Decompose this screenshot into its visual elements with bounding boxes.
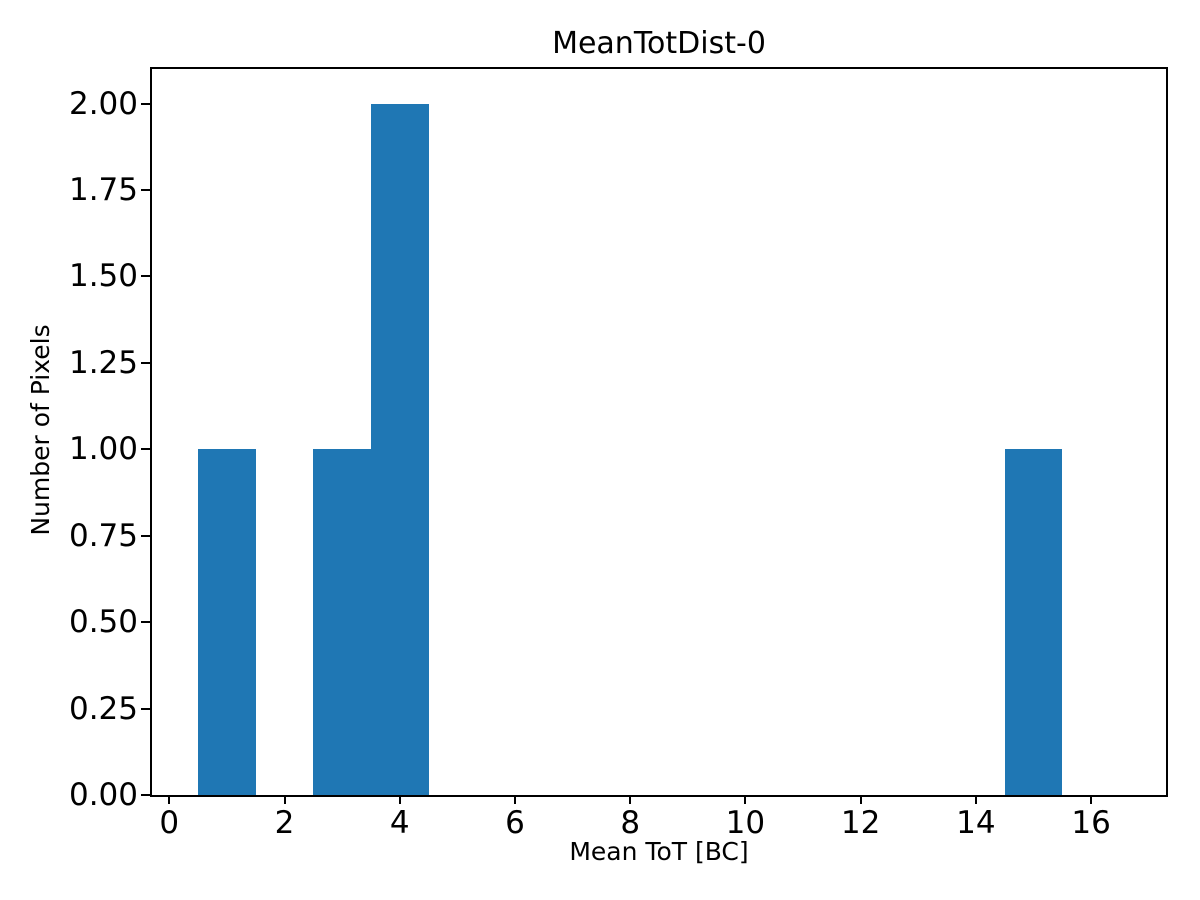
y-tick-mark <box>141 534 150 537</box>
y-tick-label: 2.00 <box>68 85 138 122</box>
y-tick-mark <box>141 448 150 451</box>
y-tick-label: 1.00 <box>68 431 138 468</box>
x-tick-label: 4 <box>389 805 410 841</box>
y-tick-mark <box>141 621 150 624</box>
y-tick-label: 1.25 <box>68 344 138 381</box>
y-tick-mark <box>141 102 150 105</box>
x-tick-label: 12 <box>840 805 881 841</box>
y-tick-mark <box>141 275 150 278</box>
y-tick-mark <box>141 361 150 364</box>
plot-area <box>150 67 1168 797</box>
histogram-bar <box>370 103 429 795</box>
y-tick-label: 1.75 <box>68 172 138 208</box>
y-tick-label: 0.00 <box>68 777 138 813</box>
y-tick-label: 0.50 <box>68 604 138 641</box>
x-tick-label: 6 <box>505 805 525 841</box>
x-tick-mark <box>168 795 171 804</box>
x-tick-label: 0 <box>159 805 180 841</box>
x-tick-mark <box>744 795 747 804</box>
x-tick-mark <box>974 795 977 804</box>
x-axis-label: Mean ToT [BC] <box>569 837 749 866</box>
histogram-bar <box>313 449 371 795</box>
x-tick-label: 14 <box>956 805 996 841</box>
x-tick-label: 16 <box>1071 805 1111 841</box>
chart-title: MeanTotDist-0 <box>552 26 766 61</box>
y-tick-label: 0.25 <box>68 690 138 727</box>
x-tick-mark <box>629 795 632 804</box>
y-tick-mark <box>141 707 150 710</box>
y-tick-mark <box>141 794 150 796</box>
x-tick-label: 10 <box>725 805 766 841</box>
histogram-bar <box>1004 449 1063 795</box>
x-tick-mark <box>513 795 516 804</box>
x-tick-label: 8 <box>620 805 641 841</box>
x-tick-mark <box>1090 795 1093 804</box>
x-tick-mark <box>283 795 286 804</box>
y-tick-label: 1.50 <box>68 258 138 295</box>
histogram-bar <box>198 449 256 795</box>
y-tick-label: 0.75 <box>68 517 138 554</box>
y-tick-mark <box>141 189 150 191</box>
x-tick-mark <box>859 795 862 804</box>
x-tick-mark <box>398 795 401 804</box>
x-tick-label: 2 <box>274 805 295 841</box>
